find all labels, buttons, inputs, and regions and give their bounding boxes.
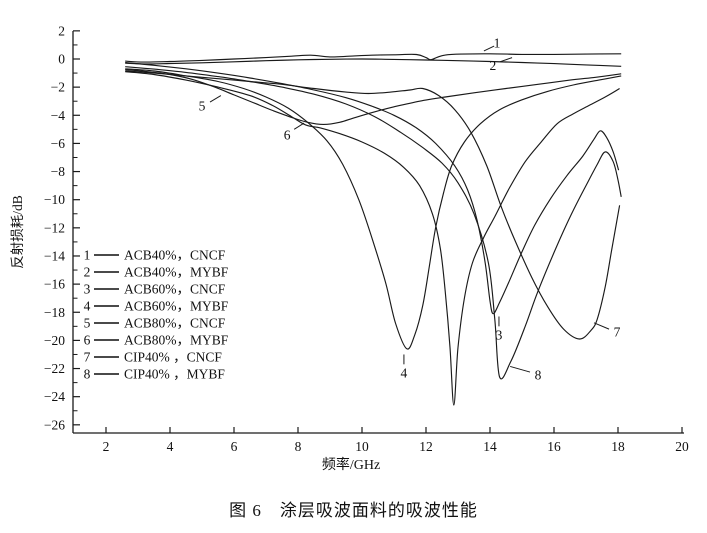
leader-line-5	[209, 95, 222, 103]
legend-label: ACB80%，MYBF	[124, 333, 229, 348]
annotation-2: 2	[490, 58, 497, 73]
annotation-3: 3	[496, 327, 503, 342]
annotation-5: 5	[199, 99, 206, 114]
leader-line-1	[483, 45, 495, 52]
legend-label: ACB80%，CNCF	[124, 316, 226, 331]
curves-layer	[125, 53, 622, 406]
legend-item-3: 3 ACB60%，CNCF	[84, 282, 226, 297]
legend-number: 5	[84, 316, 91, 331]
x-tick-label: 14	[483, 439, 497, 454]
y-tick-label: −2	[51, 80, 65, 95]
chart-canvas: 20−2−4−6−8−10−12−14−16−18−20−22−24−262 4 6…	[10, 23, 689, 473]
annotation-1: 1	[494, 35, 501, 50]
y-tick-label: −24	[44, 389, 65, 404]
leader-line-8	[510, 365, 531, 373]
legend-label: ACB40%，CNCF	[124, 248, 226, 263]
legend-label: ACB60%，CNCF	[124, 282, 226, 297]
y-tick-label: 2	[58, 23, 65, 38]
legend-label: ACB40%，MYBF	[124, 265, 229, 280]
legend-number: 6	[84, 333, 91, 348]
x-tick-label: 20	[675, 439, 689, 454]
y-tick-label: −16	[44, 277, 65, 292]
leader-line-6	[293, 122, 305, 130]
axes-layer: 20−2−4−6−8−10−12−14−16−18−20−22−24−262 4 6…	[44, 23, 689, 454]
series-line-8	[125, 66, 622, 380]
legend-number: 4	[84, 299, 91, 314]
y-tick-label: −22	[44, 361, 65, 376]
x-tick-label: 8	[295, 439, 302, 454]
y-tick-label: 0	[58, 52, 65, 67]
y-tick-label: −14	[44, 248, 65, 263]
y-axis-label: 反射损耗/dB	[10, 195, 25, 269]
legend-item-6: 6 ACB80%，MYBF	[84, 333, 229, 348]
series-line-1	[125, 53, 622, 63]
annotation-8: 8	[535, 367, 542, 382]
legend-number: 1	[84, 248, 91, 263]
y-tick-label: −18	[44, 305, 65, 320]
legend-label: CIP40% ，CNCF	[124, 350, 222, 365]
x-tick-label: 2	[103, 439, 110, 454]
legend-item-5: 5 ACB80%，CNCF	[84, 316, 226, 331]
legend-number: 8	[84, 367, 91, 382]
legend-number: 7	[84, 350, 91, 365]
annotation-6: 6	[284, 127, 291, 142]
legend-item-1: 1 ACB40%，CNCF	[84, 248, 226, 263]
legend-label: CIP40% ，MYBF	[124, 367, 225, 382]
series-line-6	[125, 71, 620, 406]
y-tick-label: −20	[44, 333, 65, 348]
leader-line-7	[593, 322, 610, 330]
series-line-7	[125, 70, 621, 340]
legend-item-7: 7 CIP40% ，CNCF	[84, 350, 223, 365]
series-line-2	[125, 58, 622, 67]
x-tick-label: 18	[611, 439, 625, 454]
legend-label: ACB60%，MYBF	[124, 299, 229, 314]
y-tick-label: −8	[51, 164, 66, 179]
legend-number: 2	[84, 265, 91, 280]
x-axis-label: 频率/GHz	[322, 456, 380, 473]
annotation-4: 4	[401, 365, 408, 380]
series-line-4	[125, 68, 622, 350]
y-tick-label: −6	[51, 136, 66, 151]
curve-annotations: 1 2 5 6 4 3 8 7	[199, 35, 621, 382]
legend-number: 3	[84, 282, 91, 297]
y-tick-label: −4	[51, 108, 66, 123]
x-tick-label: 12	[419, 439, 433, 454]
annotation-7: 7	[614, 324, 621, 339]
x-tick-label: 6	[231, 439, 238, 454]
x-tick-label: 16	[547, 439, 561, 454]
y-tick-label: −10	[44, 192, 65, 207]
legend-item-4: 4 ACB60%，MYBF	[84, 299, 229, 314]
legend-item-8: 8 CIP40% ，MYBF	[84, 367, 226, 382]
y-tick-label: −12	[44, 220, 65, 235]
legend-item-2: 2 ACB40%，MYBF	[84, 265, 229, 280]
legend: 1 ACB40%，CNCF 2 ACB40%，MYBF 3 ACB60%，CNCF 4 ACB…	[84, 248, 229, 382]
figure-caption: 图 6 涂层吸波面料的吸波性能	[229, 501, 478, 520]
leader-line-2	[499, 57, 513, 63]
x-tick-label: 4	[167, 439, 174, 454]
y-tick-label: −26	[44, 417, 65, 432]
x-tick-label: 10	[355, 439, 369, 454]
